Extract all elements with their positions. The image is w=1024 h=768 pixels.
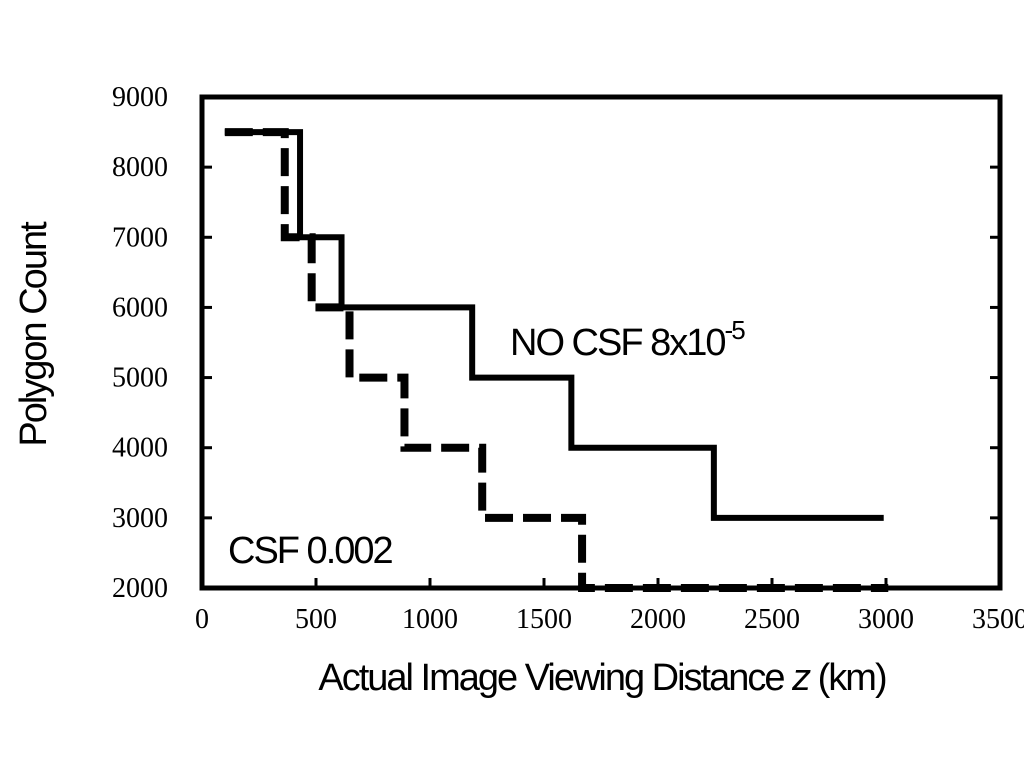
step-line <box>224 128 889 592</box>
x-tick-label: 2500 <box>744 604 800 635</box>
plot-frame <box>199 94 1003 591</box>
x-axis-label: Actual Image Viewing Distance z (km) <box>318 657 886 699</box>
y-tick-label: 8000 <box>112 152 168 183</box>
x-label-unit: (km) <box>809 657 886 699</box>
y-tick-label: 4000 <box>112 433 168 464</box>
y-tick-label: 7000 <box>112 222 168 253</box>
step-line <box>224 129 884 521</box>
x-tick-label: 2000 <box>630 604 686 635</box>
x-label-text: Actual Image Viewing Distance <box>318 657 792 699</box>
series-label-text: NO CSF 8x10 <box>510 322 725 364</box>
series-label: CSF 0.002 <box>228 530 393 572</box>
y-tick-label: 9000 <box>112 82 168 113</box>
series-label: NO CSF 8x10-5 <box>510 315 745 364</box>
x-label-variable: z <box>791 657 811 699</box>
x-tick-label: 0 <box>195 604 209 635</box>
y-tick-label: 5000 <box>112 363 168 394</box>
x-tick-label: 3500 <box>972 604 1024 635</box>
x-tick-label: 500 <box>295 604 337 635</box>
y-tick-label: 6000 <box>112 292 168 323</box>
x-tick-label: 1500 <box>516 604 572 635</box>
y-axis-label: Polygon Count <box>13 221 55 447</box>
y-tick-label: 3000 <box>112 503 168 534</box>
series-label-superscript: -5 <box>725 315 746 345</box>
x-tick-label: 1000 <box>402 604 458 635</box>
y-tick-label: 2000 <box>112 573 168 604</box>
x-tick-label: 3000 <box>858 604 914 635</box>
